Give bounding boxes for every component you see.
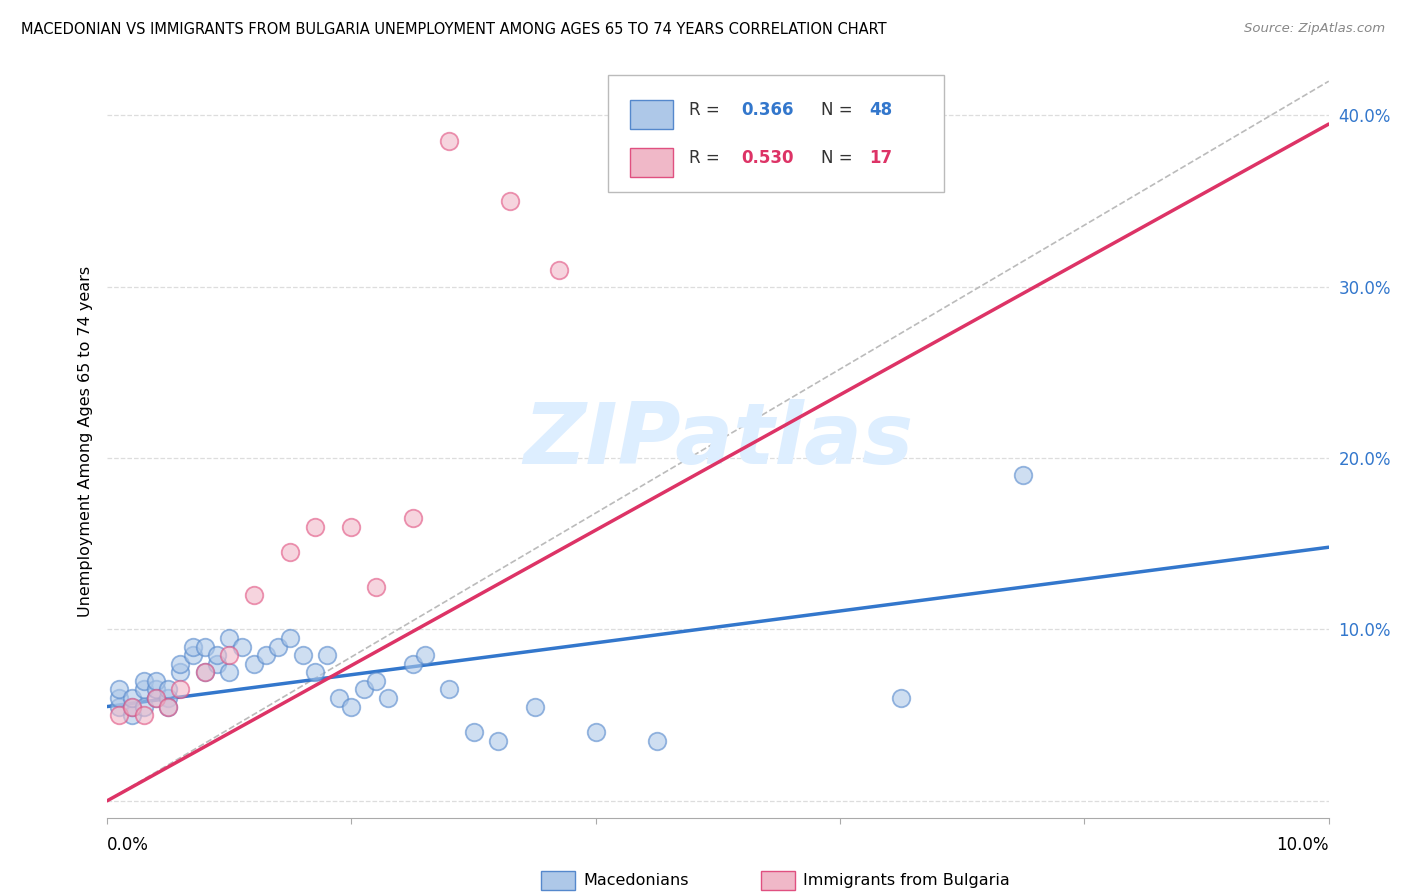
Point bbox=[401, 511, 423, 525]
Point bbox=[121, 699, 143, 714]
Point bbox=[157, 699, 180, 714]
Point bbox=[364, 580, 387, 594]
Point bbox=[145, 673, 167, 688]
Point bbox=[108, 682, 131, 697]
Point bbox=[890, 691, 912, 706]
Point bbox=[291, 648, 314, 662]
Point bbox=[157, 699, 180, 714]
Point bbox=[353, 682, 375, 697]
Point bbox=[437, 134, 460, 148]
Point bbox=[108, 699, 131, 714]
Point bbox=[169, 682, 191, 697]
Point bbox=[340, 519, 363, 533]
Point bbox=[181, 648, 204, 662]
Point bbox=[145, 691, 167, 706]
Point bbox=[194, 665, 217, 680]
Text: R =: R = bbox=[689, 149, 724, 167]
Point bbox=[145, 682, 167, 697]
Point bbox=[218, 631, 240, 645]
Point bbox=[121, 691, 143, 706]
Text: ZIPatlas: ZIPatlas bbox=[523, 400, 912, 483]
Text: 10.0%: 10.0% bbox=[1277, 836, 1329, 854]
Point bbox=[157, 691, 180, 706]
Point bbox=[463, 725, 485, 739]
Point bbox=[218, 665, 240, 680]
Point bbox=[205, 657, 228, 671]
Text: 0.366: 0.366 bbox=[741, 101, 793, 119]
Point bbox=[280, 545, 302, 559]
Bar bbox=[630, 148, 672, 177]
Text: 17: 17 bbox=[869, 149, 893, 167]
Point bbox=[132, 673, 155, 688]
Point bbox=[328, 691, 350, 706]
FancyBboxPatch shape bbox=[607, 75, 943, 192]
Point bbox=[194, 640, 217, 654]
Point bbox=[145, 691, 167, 706]
Point bbox=[413, 648, 436, 662]
Point bbox=[499, 194, 522, 208]
Point bbox=[132, 682, 155, 697]
Point bbox=[181, 640, 204, 654]
Text: Source: ZipAtlas.com: Source: ZipAtlas.com bbox=[1244, 22, 1385, 36]
Point bbox=[231, 640, 253, 654]
Text: 0.0%: 0.0% bbox=[107, 836, 149, 854]
Point bbox=[304, 665, 326, 680]
Point bbox=[205, 648, 228, 662]
Text: R =: R = bbox=[689, 101, 724, 119]
Point bbox=[121, 699, 143, 714]
Point bbox=[645, 734, 668, 748]
Point bbox=[523, 699, 546, 714]
Point bbox=[267, 640, 290, 654]
Point bbox=[304, 519, 326, 533]
Point bbox=[242, 657, 264, 671]
Point bbox=[108, 708, 131, 723]
Point bbox=[364, 673, 387, 688]
Y-axis label: Unemployment Among Ages 65 to 74 years: Unemployment Among Ages 65 to 74 years bbox=[79, 266, 93, 616]
Point bbox=[585, 725, 607, 739]
Text: MACEDONIAN VS IMMIGRANTS FROM BULGARIA UNEMPLOYMENT AMONG AGES 65 TO 74 YEARS CO: MACEDONIAN VS IMMIGRANTS FROM BULGARIA U… bbox=[21, 22, 887, 37]
Text: Immigrants from Bulgaria: Immigrants from Bulgaria bbox=[803, 873, 1011, 888]
Point bbox=[132, 699, 155, 714]
Point bbox=[548, 262, 571, 277]
Point bbox=[486, 734, 509, 748]
Point bbox=[169, 657, 191, 671]
Point bbox=[401, 657, 423, 671]
Point bbox=[132, 708, 155, 723]
Bar bbox=[630, 100, 672, 128]
Bar bbox=[761, 871, 794, 889]
Point bbox=[169, 665, 191, 680]
Point bbox=[316, 648, 339, 662]
Point bbox=[218, 648, 240, 662]
Point bbox=[194, 665, 217, 680]
Point bbox=[242, 588, 264, 602]
Text: Macedonians: Macedonians bbox=[583, 873, 689, 888]
Point bbox=[437, 682, 460, 697]
Point bbox=[280, 631, 302, 645]
Point bbox=[254, 648, 277, 662]
Point bbox=[377, 691, 399, 706]
Text: 48: 48 bbox=[869, 101, 893, 119]
Text: N =: N = bbox=[821, 149, 858, 167]
Point bbox=[121, 708, 143, 723]
Point bbox=[1012, 468, 1035, 483]
Point bbox=[108, 691, 131, 706]
Point bbox=[157, 682, 180, 697]
Text: 0.530: 0.530 bbox=[741, 149, 793, 167]
Point bbox=[340, 699, 363, 714]
Text: N =: N = bbox=[821, 101, 858, 119]
Bar bbox=[541, 871, 575, 889]
